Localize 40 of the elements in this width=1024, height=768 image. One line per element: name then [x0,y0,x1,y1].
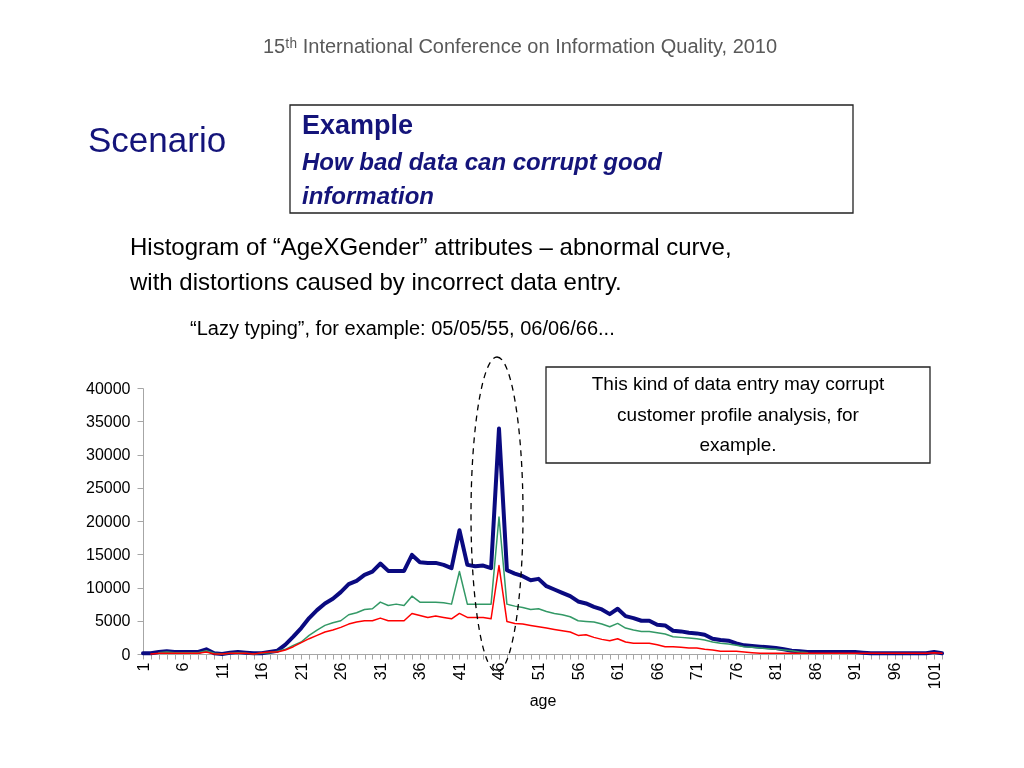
x-tick-label: 56 [569,662,587,681]
x-tick-label: 11 [213,662,231,680]
x-tick-label: 101 [925,662,943,690]
x-tick-label: 61 [609,662,627,681]
x-tick-label: 26 [332,662,350,681]
x-tick-label: 91 [846,662,864,681]
text: 15ᵗʰ International Conference on Information Quality, 2010 [262,35,778,57]
x-tick-label: 16 [253,662,271,681]
x-tick-label: 76 [727,662,745,681]
y-tick-label: 20000 [86,512,131,530]
x-tick-label: 86 [806,662,824,681]
chart-subtitle: “Lazy typing”, for example: 05/05/55, 06/06/66... [190,317,615,339]
text: Example [302,110,414,140]
text: Scenario [88,120,227,159]
y-tick-label: 5000 [94,612,131,630]
y-tick-label: 25000 [86,479,131,497]
x-tick-label: 36 [411,662,429,681]
y-tick-label: 0 [121,645,131,663]
x-tick-label: 81 [767,662,785,681]
line-series [158,516,809,655]
x-tick-label: 41 [450,662,468,681]
chart-title: Histogram of “AgeXGender” attributes – abnormal curve, with distortions caused by incorrect data entry. [129,233,732,295]
x-axis-title: age [529,692,557,710]
line-series [150,564,943,655]
annotation: This kind of data entry may corrupt customer profile analysis, for example. [591,373,885,455]
y-tick-label: 40000 [86,379,131,397]
y-tick-label: 30000 [86,446,131,463]
x-tick-label: 31 [371,662,389,681]
x-tick-label: 21 [292,662,310,681]
x-tick-label: 46 [490,662,508,681]
x-tick-label: 1 [134,662,152,672]
x-tick-label: 71 [688,662,706,681]
y-tick-label: 15000 [86,545,131,563]
y-tick-label: 35000 [86,412,131,430]
y-tick-label: 10000 [86,579,131,596]
x-tick-label: 96 [886,662,904,681]
x-tick-label: 51 [530,662,548,681]
x-tick-label: 66 [648,662,666,681]
text: How bad data can corrupt good information [302,148,664,209]
x-tick-label: 6 [174,662,192,672]
